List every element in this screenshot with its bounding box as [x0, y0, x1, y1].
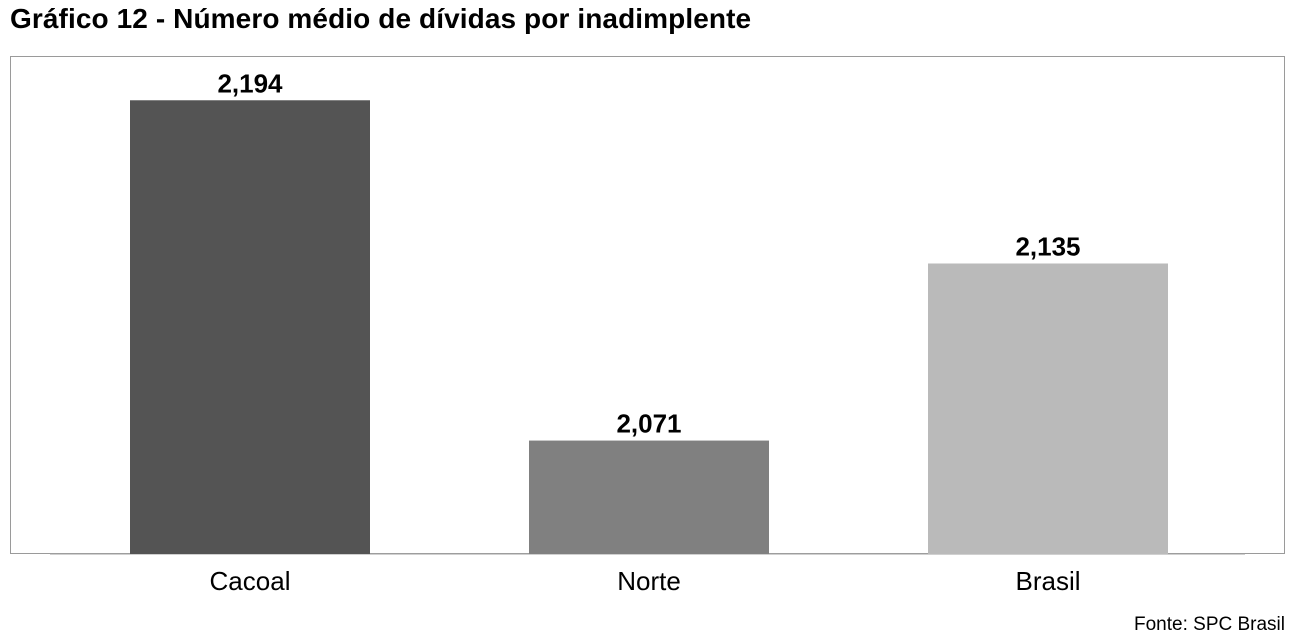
chart-title: Gráfico 12 - Número médio de dívidas por… [10, 3, 752, 34]
bar-norte [529, 440, 769, 554]
x-tick-label-norte: Norte [617, 566, 681, 596]
data-label-norte: 2,071 [616, 409, 681, 439]
data-label-brasil: 2,135 [1015, 232, 1080, 262]
x-tick-label-brasil: Brasil [1015, 566, 1080, 596]
x-tick-label-cacoal: Cacoal [210, 566, 291, 596]
bar-cacoal [130, 100, 370, 555]
bar-brasil [928, 263, 1168, 554]
data-label-cacoal: 2,194 [217, 68, 283, 98]
source-note: Fonte: SPC Brasil [1134, 614, 1285, 635]
